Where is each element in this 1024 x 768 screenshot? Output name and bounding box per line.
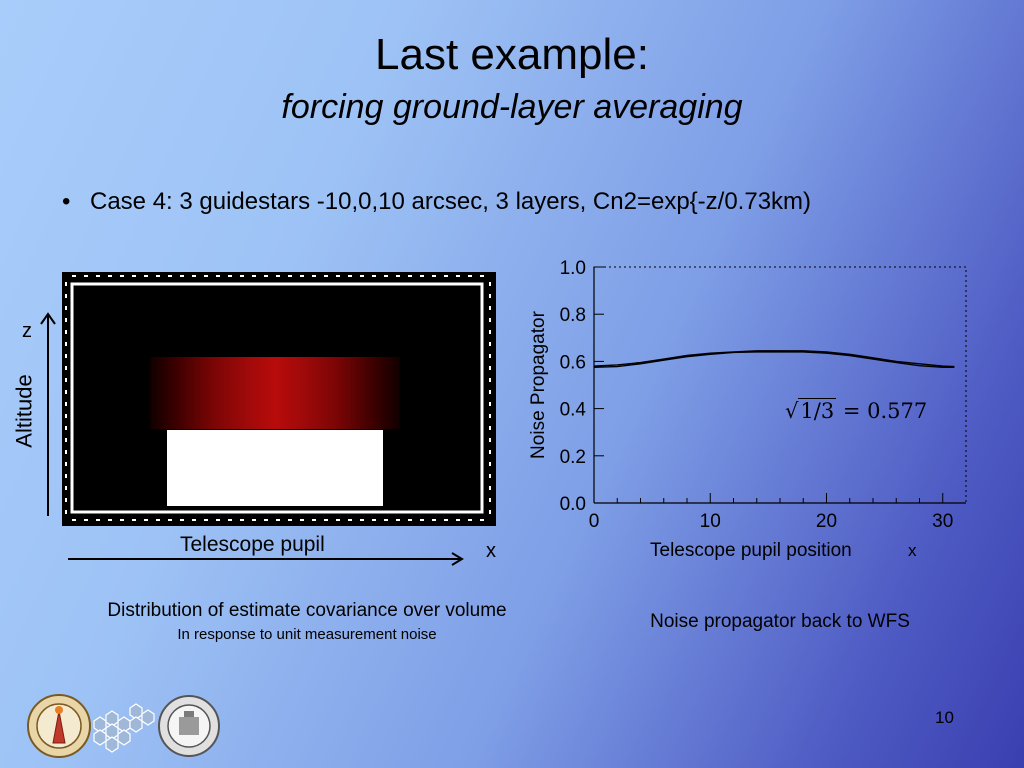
- bullet-item: • Case 4: 3 guidestars -10,0,10 arcsec, 3…: [62, 188, 811, 216]
- distribution-caption: Distribution of estimate covariance over…: [107, 600, 507, 621]
- y-tick-label: 0.4: [560, 400, 587, 421]
- z-axis-label: z: [22, 320, 32, 342]
- bullet-text: Case 4: 3 guidestars -10,0,10 arcsec, 3 …: [90, 188, 812, 215]
- covariance-heat-band: [150, 357, 400, 429]
- x-tick-label: 10: [700, 511, 721, 532]
- y-tick-label: 0.6: [560, 352, 586, 373]
- y-tick-label: 0.0: [560, 494, 586, 515]
- telescope-pupil-label: Telescope pupil: [180, 533, 325, 556]
- y-axis-label: Noise Propagator: [528, 310, 549, 459]
- plot-x-symbol: x: [908, 541, 917, 560]
- y-tick-label: 0.2: [560, 447, 586, 468]
- caltech-seal-icon: [27, 694, 91, 758]
- pupil-position-label: Telescope pupil position: [650, 540, 852, 561]
- formula-result: = 0.577: [842, 399, 928, 423]
- altitude-label: Altitude: [11, 374, 37, 448]
- plot-frame: [593, 266, 967, 504]
- slide-subtitle: forcing ground-layer averaging: [281, 88, 743, 126]
- x-tick-label: 0: [589, 511, 600, 532]
- plot-axes: 0.0 0.2 0.4 0.6 0.8 1.0 0 10 20 30 Noise Propagato…: [528, 258, 967, 532]
- sqrt-symbol: √: [785, 399, 799, 423]
- response-subcaption: In response to unit measurement noise: [177, 626, 437, 643]
- pupil-arrow: [68, 552, 464, 566]
- series-line-2: [593, 351, 955, 369]
- x-axis-label: x: [486, 540, 496, 562]
- altitude-arrow: [40, 312, 56, 516]
- covariance-ground-layer: [167, 430, 383, 506]
- sqrt-radicand: 1/3: [798, 398, 837, 423]
- noise-propagator-caption: Noise propagator back to WFS: [650, 611, 910, 632]
- noise-propagator-plot: 0.0 0.2 0.4 0.6 0.8 1.0 0 10 20 30 Noise Propagato…: [528, 258, 967, 532]
- institution-logos: [27, 694, 220, 758]
- altitude-label-box: Altitude: [2, 368, 62, 458]
- bullet-symbol: •: [62, 188, 71, 215]
- series-line-1: [593, 350, 955, 368]
- slide-title: Last example:: [375, 30, 649, 79]
- y-tick-label: 1.0: [560, 258, 586, 279]
- page-number: 10: [935, 708, 954, 727]
- hexagon-mirror-icon: [93, 703, 155, 753]
- plot-series: [593, 350, 955, 369]
- covariance-map-image: [62, 272, 496, 526]
- university-seal-icon: [158, 695, 220, 757]
- covariance-map: [62, 272, 496, 526]
- x-tick-label: 20: [816, 511, 837, 532]
- sqrt-formula: √1/3 = 0.577: [785, 398, 927, 423]
- x-tick-label: 30: [932, 511, 953, 532]
- y-tick-label: 0.8: [560, 305, 586, 326]
